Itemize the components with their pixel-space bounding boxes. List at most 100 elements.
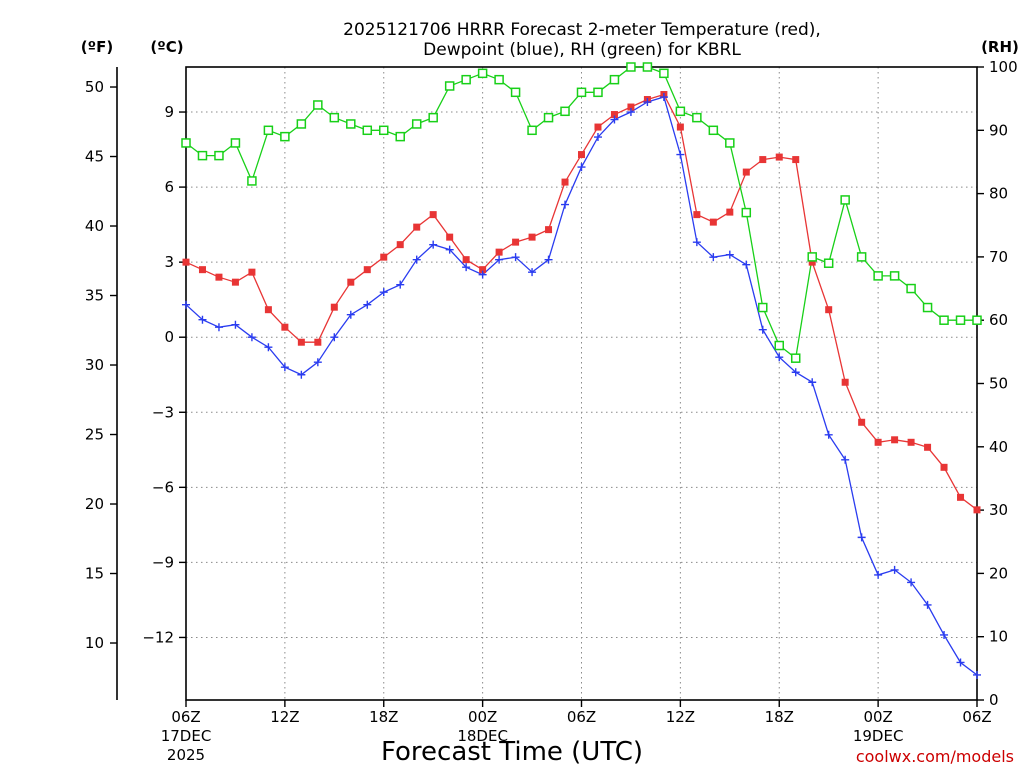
credit-text: coolwx.com/models (856, 747, 1014, 766)
rh-point (576, 87, 587, 98)
rh-point (411, 119, 422, 129)
rh-tick-label: 100 (989, 58, 1018, 76)
dewpoint-point (808, 378, 817, 387)
dewpoint-point (841, 455, 850, 464)
fahrenheit-tick-label: 20 (85, 495, 104, 513)
dewpoint-point (659, 93, 668, 102)
grid (186, 67, 977, 700)
2-meter-temperature-point (775, 153, 783, 161)
2-meter-temperature-point (957, 493, 965, 501)
2-meter-temperature-point (940, 463, 948, 471)
dewpoint-point (676, 150, 685, 159)
2-meter-temperature-point (297, 338, 305, 346)
dewpoint-point (626, 108, 635, 117)
2-meter-temperature-point (314, 338, 322, 346)
dewpoint-point (231, 320, 240, 329)
dewpoint-point (182, 300, 190, 309)
2-meter-temperature-point (330, 303, 338, 311)
rh-point (593, 87, 603, 98)
rh-point (428, 112, 438, 123)
rh-point (675, 106, 686, 117)
fahrenheit-tick-label: 50 (85, 78, 104, 96)
celsius-tick-label: 0 (164, 328, 174, 346)
x-tick-label: 00Z (863, 708, 892, 726)
fahrenheit-unit-label: (ºF) (81, 38, 113, 56)
fahrenheit-tick-label: 25 (85, 426, 104, 444)
dewpoint-point (775, 353, 784, 362)
dewpoint-point (758, 325, 767, 334)
rh-point (626, 62, 636, 72)
dewpoint-point (445, 245, 454, 254)
rh-point (840, 195, 850, 205)
rh-tick-label: 50 (989, 375, 1008, 393)
2-meter-temperature-point (215, 273, 223, 281)
rh-point (461, 74, 471, 85)
dewpoint-point (643, 98, 652, 107)
x-tick-date-label: 19DEC (853, 727, 904, 745)
x-tick-label: 12Z (666, 708, 695, 726)
x-axis-label: Forecast Time (UTC) (381, 737, 643, 767)
2-meter-temperature-point (726, 208, 734, 216)
rh-point (230, 138, 241, 148)
rh-tick-label: 0 (989, 691, 999, 709)
rh-point (494, 74, 504, 85)
dewpoint-point (412, 255, 421, 264)
celsius-tick-label: −6 (152, 478, 174, 496)
rh-point (758, 302, 768, 313)
celsius-tick-label: −9 (152, 553, 174, 571)
2-meter-temperature-point (248, 268, 256, 276)
dewpoint-point (824, 430, 833, 439)
rh-point (856, 252, 867, 262)
dewpoint-point (692, 238, 701, 247)
dewpoint-point (923, 600, 932, 609)
rh-point (527, 125, 537, 136)
rh-point (181, 138, 191, 148)
fahrenheit-tick-label: 35 (85, 287, 104, 305)
dewpoint-point (561, 200, 570, 209)
2-meter-temperature-point (264, 306, 272, 314)
rh-tick-label: 20 (989, 564, 1008, 582)
dewpoint-point (495, 255, 504, 264)
2-meter-temperature-point (825, 306, 833, 314)
2-meter-temperature-point (198, 266, 206, 274)
2-meter-temperature-point (594, 123, 602, 131)
rh-point (395, 131, 405, 142)
fahrenheit-tick-label: 10 (85, 634, 104, 652)
rh-point (642, 62, 653, 72)
dewpoint-point (214, 323, 223, 332)
2-meter-temperature-point (578, 151, 585, 159)
2-meter-temperature-point (347, 278, 355, 286)
x-tick-date-label: 17DEC (161, 727, 212, 745)
dewpoint-point (791, 368, 800, 377)
rh-tick-label: 70 (989, 248, 1008, 266)
dewpoint-point (528, 268, 537, 277)
rh-point (725, 138, 735, 148)
dewpoint-point (973, 670, 981, 679)
dewpoint-point (511, 253, 520, 262)
dewpoint-point (478, 270, 487, 279)
rh-point (313, 100, 323, 110)
celsius-tick-label: −12 (142, 628, 174, 646)
rh-point (329, 112, 340, 123)
celsius-unit-label: (ºC) (150, 38, 183, 56)
dewpoint-point (725, 250, 734, 259)
rh-point (609, 74, 620, 85)
rh-point (659, 68, 669, 79)
rh-point (823, 258, 834, 268)
rh-point (510, 87, 521, 98)
fahrenheit-tick-label: 45 (85, 148, 104, 166)
rh-point (873, 271, 883, 281)
2-meter-temperature-point (841, 378, 849, 386)
rh-point (263, 125, 274, 136)
rh-unit-label: (RH) (981, 38, 1019, 56)
2-meter-temperature-point (281, 323, 289, 331)
chart-title-line1: 2025121706 HRRR Forecast 2-meter Tempera… (343, 20, 821, 40)
2-meter-temperature-point (561, 178, 569, 186)
rh-point (247, 176, 257, 186)
rh-point (362, 125, 373, 136)
dewpoint-point (874, 570, 883, 579)
x-tick-label: 06Z (962, 708, 991, 726)
dewpoint-point (264, 343, 273, 352)
rh-point (197, 150, 208, 161)
rh-point (444, 81, 455, 91)
